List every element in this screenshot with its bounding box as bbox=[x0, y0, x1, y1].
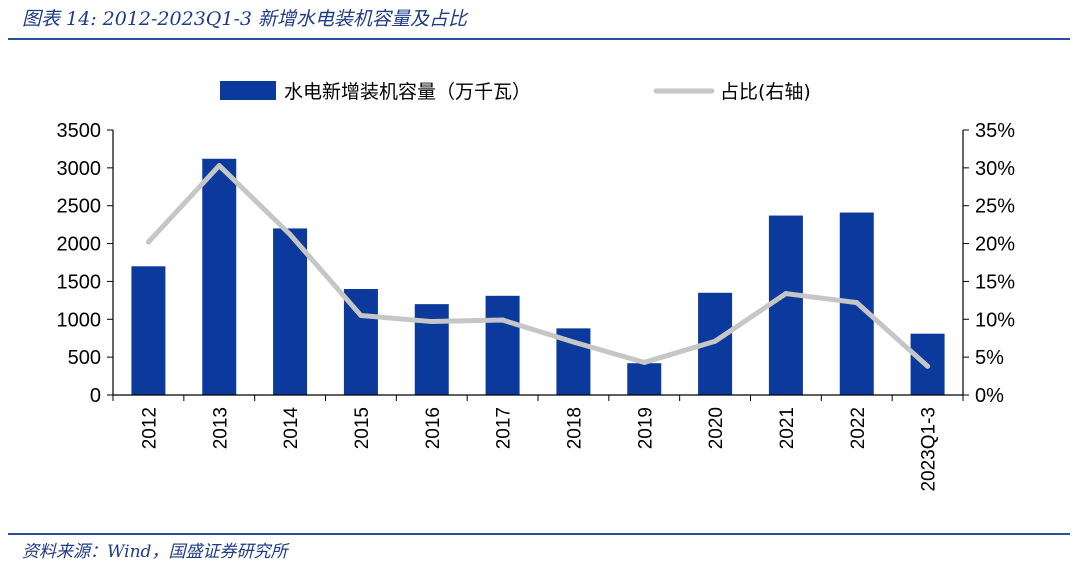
bar bbox=[627, 363, 662, 395]
left-tick-label: 500 bbox=[68, 347, 101, 369]
x-tick-label: 2018 bbox=[564, 407, 585, 449]
right-tick-label: 0% bbox=[975, 385, 1004, 407]
x-tick-label: 2019 bbox=[635, 407, 656, 449]
share-point bbox=[358, 313, 364, 318]
x-tick-label: 2021 bbox=[777, 407, 798, 449]
bar-series bbox=[131, 158, 945, 395]
source-note: 资料来源：Wind，国盛证券研究所 bbox=[22, 542, 288, 562]
figure-title: 图表 14: 2012-2023Q1-3 新增水电装机容量及占比 bbox=[22, 8, 467, 30]
share-point bbox=[641, 359, 647, 365]
bottom-divider bbox=[8, 533, 1070, 535]
right-tick-label: 10% bbox=[975, 309, 1015, 331]
x-tick-label: 2020 bbox=[706, 407, 727, 449]
x-tick-label: 2012 bbox=[139, 407, 160, 449]
share-point bbox=[570, 339, 576, 345]
left-tick-label: 1000 bbox=[57, 309, 102, 331]
left-tick-label: 2500 bbox=[57, 196, 102, 218]
share-point bbox=[783, 291, 789, 297]
legend-bar-swatch bbox=[220, 81, 276, 100]
bar bbox=[131, 266, 166, 395]
share-line bbox=[145, 163, 931, 369]
x-tick-label: 2023Q1-3 bbox=[919, 407, 940, 492]
left-tick-label: 1500 bbox=[57, 271, 102, 293]
share-point bbox=[287, 231, 293, 237]
left-tick-label: 3000 bbox=[57, 158, 102, 180]
right-tick-label: 30% bbox=[975, 158, 1015, 180]
left-tick-label: 0 bbox=[90, 385, 101, 407]
bar bbox=[768, 215, 803, 395]
share-point bbox=[925, 363, 931, 369]
bar bbox=[343, 289, 378, 395]
share-point bbox=[854, 300, 860, 306]
share-point bbox=[429, 319, 435, 325]
right-tick-label: 20% bbox=[975, 234, 1015, 256]
x-tick-label: 2017 bbox=[494, 407, 515, 449]
left-tick-label: 2000 bbox=[57, 234, 102, 256]
x-tick-label: 2015 bbox=[352, 407, 373, 449]
share-point bbox=[500, 317, 506, 323]
share-point bbox=[145, 239, 151, 245]
share-point bbox=[712, 338, 718, 344]
legend-line-label: 占比(右轴) bbox=[720, 81, 811, 103]
right-tick-label: 35% bbox=[975, 120, 1015, 142]
x-tick-label: 2016 bbox=[423, 407, 444, 449]
line-series bbox=[145, 163, 931, 369]
axes: 0 500 1000 1500 2000 2500 3000 3500 0% 5% 10% 15% 20… bbox=[57, 120, 1016, 492]
x-tick-label: 2022 bbox=[848, 407, 869, 449]
right-tick-label: 25% bbox=[975, 196, 1015, 218]
share-point bbox=[216, 163, 222, 169]
legend: 水电新增装机容量（万千瓦） 占比(右轴) bbox=[220, 81, 811, 103]
right-tick-label: 15% bbox=[975, 271, 1015, 293]
top-divider bbox=[8, 38, 1070, 40]
bar bbox=[273, 228, 308, 395]
x-tick-label: 2013 bbox=[210, 407, 231, 449]
bar bbox=[202, 158, 237, 395]
right-tick-label: 5% bbox=[975, 347, 1004, 369]
bar bbox=[414, 304, 449, 395]
x-tick-label: 2014 bbox=[281, 407, 302, 450]
legend-bar-label: 水电新增装机容量（万千瓦） bbox=[284, 81, 531, 103]
bar bbox=[485, 295, 520, 395]
left-tick-label: 3500 bbox=[57, 120, 102, 142]
